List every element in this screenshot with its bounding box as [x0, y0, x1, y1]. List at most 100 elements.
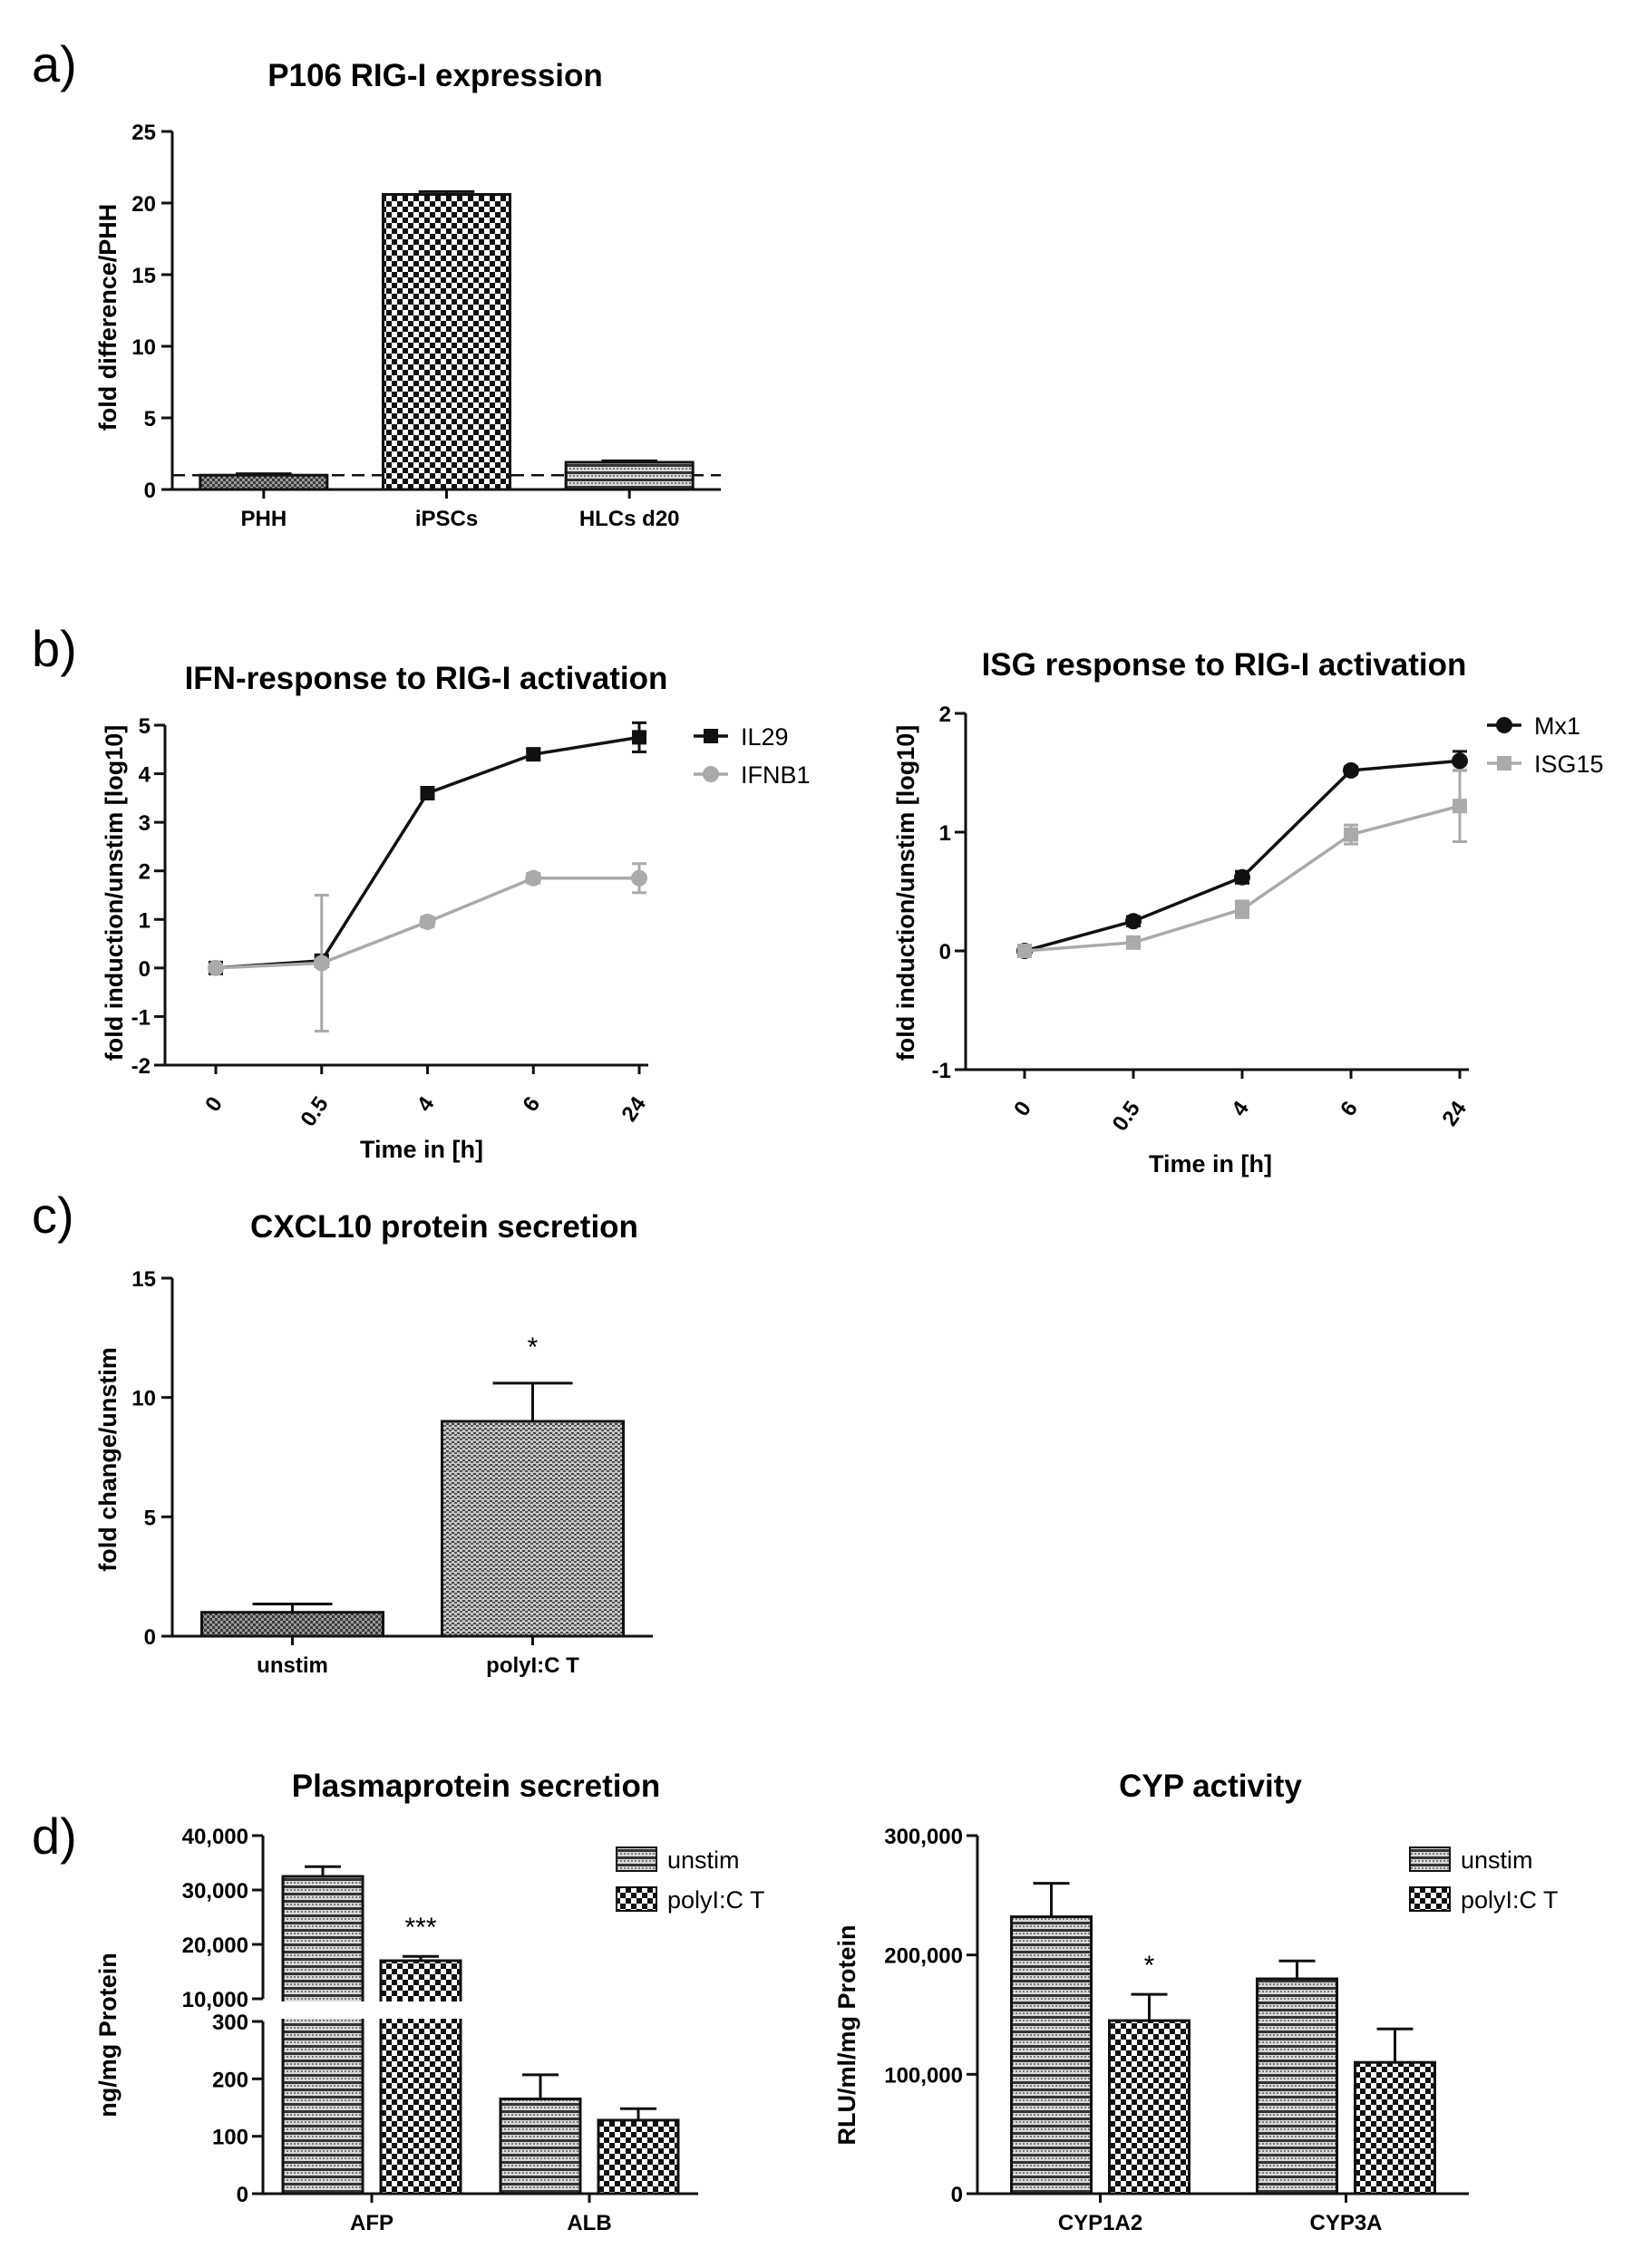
chart-b1-ylabel: fold induction/unstim [log10]	[101, 725, 128, 1061]
chart-d2-legend-swatch	[1409, 1846, 1451, 1872]
chart-d2-xtick-label: CYP1A2	[1058, 2211, 1142, 2235]
chart-a-ytick-label: 20	[131, 192, 156, 217]
chart-b1-point	[208, 959, 224, 976]
chart-c-ylabel: fold change/unstim	[94, 1347, 121, 1572]
chart-b1-point	[526, 747, 541, 762]
chart-b1-xtick-label: 4	[413, 1091, 440, 1116]
panel-label-c: c)	[32, 1187, 74, 1244]
chart-d1-title: Plasmaprotein secretion	[292, 1769, 661, 1804]
chart-a-bar	[382, 193, 511, 491]
chart-a-ytick-label: 0	[144, 479, 156, 503]
chart-d1-ytick-label: 200	[212, 2068, 248, 2092]
chart-b1-xtick-label: 0	[200, 1092, 228, 1116]
chart-b2-xlabel: Time in [h]	[1149, 1150, 1272, 1178]
chart-d2-ytick-label: 0	[951, 2183, 963, 2207]
chart-c-significance: *	[528, 1333, 539, 1362]
chart-b1-legend-marker	[704, 729, 718, 743]
chart-b1-point	[525, 869, 542, 887]
chart-d1-bar	[597, 2118, 680, 2195]
chart-b2-xtick-label: 6	[1336, 1097, 1363, 1120]
chart-b1-xlabel: Time in [h]	[360, 1136, 483, 1163]
chart-d2-legend-label: unstim	[1461, 1846, 1533, 1874]
chart-d1-legend-swatch	[616, 1846, 657, 1872]
chart-a-title: P106 RIG-I expression	[267, 58, 603, 93]
chart-a-ytick-label: 10	[131, 335, 156, 360]
chart-d1-ytick-label: 300	[212, 2011, 248, 2035]
chart-b2-point	[1235, 902, 1249, 917]
chart-b1-ytick-label: -2	[131, 1054, 151, 1079]
chart-c-bar	[200, 1611, 384, 1638]
chart-d1-legend-label: unstim	[667, 1846, 740, 1874]
chart-d2-bar	[1256, 1977, 1338, 2195]
chart-d2-bar	[1354, 2060, 1436, 2195]
chart-d1-xtick-label: ALB	[567, 2211, 611, 2235]
chart-b1-ytick-label: 5	[139, 714, 151, 739]
panel-label-d: d)	[32, 1808, 77, 1865]
chart-c-title: CXCL10 protein secretion	[250, 1209, 638, 1245]
chart-d1-legend-swatch	[616, 1886, 657, 1912]
chart-b2-ytick-label: 2	[939, 703, 951, 727]
chart-c-ytick-label: 15	[131, 1267, 156, 1292]
chart-b1-ytick-label: 3	[139, 811, 151, 836]
chart-d1-bar	[281, 1875, 364, 2195]
chart-b1-point	[420, 786, 435, 800]
chart-b2-xtick-label: 4	[1227, 1096, 1254, 1120]
chart-d2-legend-label: polyI:C T	[1461, 1886, 1559, 1914]
chart-d2-legend-swatch	[1409, 1886, 1451, 1912]
chart-b1-ytick-label: 0	[139, 957, 151, 982]
chart-d2-title: CYP activity	[1119, 1769, 1302, 1804]
chart-d1-ylabel: ng/mg Protein	[94, 1953, 121, 2118]
chart-d2-bar	[1108, 2019, 1190, 2195]
chart-b1-point	[313, 955, 330, 972]
chart-d1-ytick-label: 10,000	[182, 1988, 248, 2012]
chart-d1-ytick-label: 20,000	[182, 1934, 248, 1958]
chart-d1-legend-label: polyI:C T	[667, 1886, 765, 1914]
chart-d1-ytick-label: 40,000	[182, 1825, 248, 1849]
chart-d2-ylabel: RLU/ml/mg Protein	[833, 1924, 860, 2145]
chart-b2-legend-marker	[1497, 756, 1511, 771]
chart-d2-significance: *	[1144, 1951, 1155, 1981]
chart-b2-xtick-label: 0	[1009, 1097, 1036, 1120]
chart-d1-bar	[499, 2098, 582, 2195]
chart-b2-ytick-label: 1	[939, 821, 951, 846]
chart-a-ytick-label: 15	[131, 264, 156, 288]
chart-b2-point	[1234, 868, 1250, 886]
chart-d1-ytick-label: 100	[212, 2126, 248, 2150]
chart-b1-ytick-label: 4	[139, 763, 151, 788]
chart-b1-point	[632, 730, 646, 745]
chart-a-ytick-label: 5	[144, 407, 156, 431]
chart-d2-xtick-label: CYP3A	[1309, 2211, 1382, 2235]
chart-b1-legend-label: IL29	[741, 723, 789, 751]
chart-b2-point	[1125, 913, 1142, 930]
chart-a-bar	[564, 460, 695, 491]
chart-b1-point	[419, 913, 436, 930]
chart-b2-xtick-label: 24	[1437, 1096, 1472, 1130]
chart-d1-bar	[379, 1959, 462, 2195]
chart-a-bar	[199, 473, 329, 491]
chart-a-ytick-label: 25	[131, 121, 156, 145]
chart-d1-axis-break	[254, 2001, 707, 2019]
chart-b2-point	[1343, 761, 1359, 779]
chart-a-xtick-label: PHH	[240, 507, 287, 531]
chart-b2-legend-label: Mx1	[1534, 712, 1580, 740]
chart-a-xtick-label: HLCs d20	[579, 507, 680, 531]
chart-d1-xtick-label: AFP	[350, 2211, 394, 2235]
panel-label-b: b)	[32, 620, 77, 677]
chart-b1-series-line	[215, 735, 640, 970]
chart-b1-title: IFN-response to RIG-I activation	[185, 661, 668, 696]
chart-d2-ytick-label: 100,000	[884, 2063, 963, 2088]
chart-b1-legend-marker	[703, 766, 719, 782]
chart-b2-title: ISG response to RIG-I activation	[982, 647, 1467, 683]
chart-b2-legend-marker	[1496, 717, 1512, 733]
chart-b1-legend-label: IFNB1	[741, 761, 811, 789]
chart-c-xtick-label: unstim	[257, 1653, 328, 1678]
chart-b1-ytick-label: 1	[139, 908, 151, 933]
panel-label-a: a)	[32, 35, 77, 92]
chart-b2-series-line	[1024, 759, 1461, 953]
chart-d1-significance: ***	[404, 1913, 436, 1943]
chart-b2-legend-label: ISG15	[1534, 751, 1604, 778]
chart-b2-point	[1344, 827, 1358, 842]
chart-b2-xtick-label: 0.5	[1108, 1097, 1145, 1136]
chart-d1-ytick-label: 0	[237, 2183, 248, 2207]
